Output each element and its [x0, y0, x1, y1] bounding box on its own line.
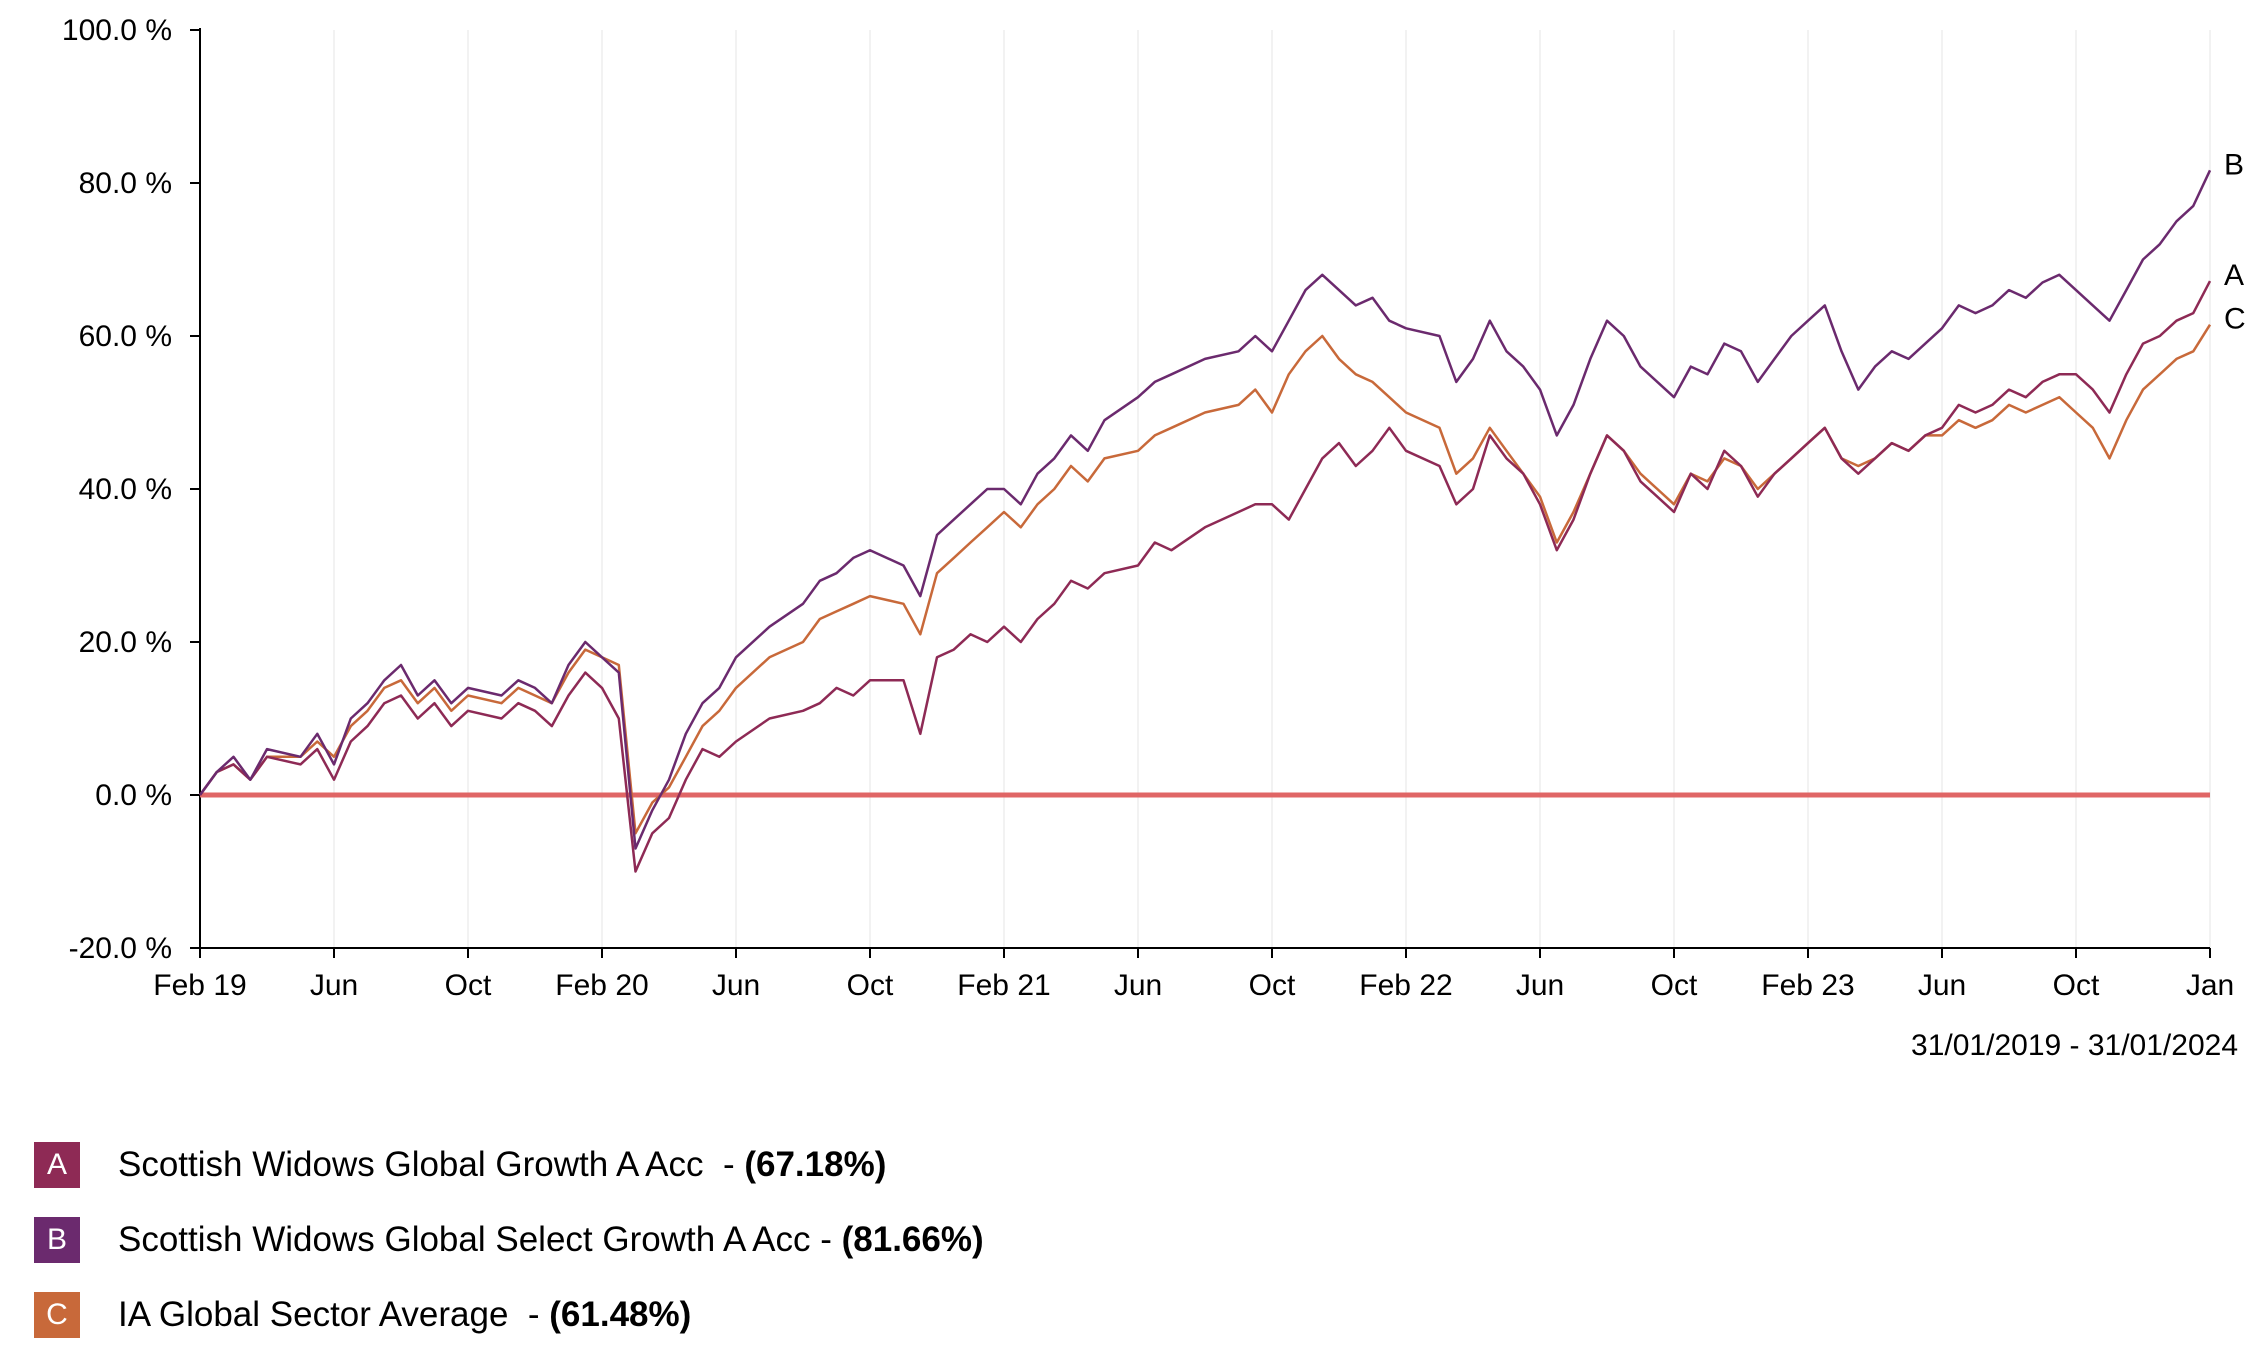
- x-tick-label: Feb 20: [555, 969, 648, 1002]
- x-tick-label: Oct: [2053, 969, 2100, 1002]
- legend-badge-a: A: [34, 1142, 80, 1188]
- legend-item-c: C IA Global Sector Average - (61.48%): [34, 1290, 984, 1340]
- y-tick-label: 40.0 %: [79, 473, 172, 506]
- legend-separator-a: -: [703, 1145, 745, 1184]
- y-tick-label: 80.0 %: [79, 167, 172, 200]
- x-tick-label: Oct: [445, 969, 492, 1002]
- legend-separator-b: -: [810, 1220, 842, 1259]
- x-tick-label: Jun: [1516, 969, 1564, 1002]
- x-tick-label: Feb 19: [153, 969, 246, 1002]
- legend-value-c: (61.48%): [549, 1295, 692, 1334]
- legend-item-b: B Scottish Widows Global Select Growth A…: [34, 1215, 984, 1265]
- legend-separator-c: -: [508, 1295, 550, 1334]
- x-tick-label: Jun: [1114, 969, 1162, 1002]
- y-tick-label: 0.0 %: [95, 779, 172, 812]
- x-tick-label: Oct: [1249, 969, 1296, 1002]
- date-range: 31/01/2019 - 31/01/2024: [1911, 1029, 2238, 1062]
- x-tick-label: Jun: [712, 969, 760, 1002]
- x-tick-label: Jun: [310, 969, 358, 1002]
- legend-label-c: IA Global Sector Average: [118, 1295, 509, 1334]
- x-axis-ticks: Feb 19 Jun Oct Feb 20 Jun Oct Feb 21 Jun Oct Feb …: [153, 948, 2234, 1002]
- legend-badge-c: C: [34, 1292, 80, 1338]
- series-line-a: [198, 280, 2212, 873]
- y-axis-ticks: 100.0 % 80.0 % 60.0 % 40.0 % 20.0 % 0.0 % -20.…: [62, 14, 200, 965]
- series-end-label-a: A: [2224, 259, 2244, 292]
- series-line-c: [198, 324, 2212, 835]
- x-tick-label: Oct: [847, 969, 894, 1002]
- series-line-b: [198, 169, 2212, 850]
- x-tick-label: Feb 23: [1761, 969, 1854, 1002]
- legend-label-b: Scottish Widows Global Select Growth A A…: [118, 1220, 811, 1259]
- x-tick-label: Feb 21: [957, 969, 1050, 1002]
- legend-value-b: (81.66%): [841, 1220, 984, 1259]
- x-tick-label: Jun: [1918, 969, 1966, 1002]
- y-tick-label: -20.0 %: [69, 932, 172, 965]
- x-tick-label: Feb 22: [1359, 969, 1452, 1002]
- y-tick-label: 100.0 %: [62, 14, 172, 47]
- legend-badge-b: B: [34, 1217, 80, 1263]
- series-end-label-b: B: [2224, 148, 2244, 181]
- legend: A Scottish Widows Global Growth A Acc - …: [34, 1140, 984, 1365]
- x-tick-label: Jan: [2186, 969, 2234, 1002]
- series-end-label-c: C: [2224, 303, 2246, 336]
- legend-value-a: (67.18%): [744, 1145, 887, 1184]
- x-tick-label: Oct: [1651, 969, 1698, 1002]
- legend-item-a: A Scottish Widows Global Growth A Acc - …: [34, 1140, 984, 1190]
- y-tick-label: 20.0 %: [79, 626, 172, 659]
- legend-label-a: Scottish Widows Global Growth A Acc: [118, 1145, 704, 1184]
- y-tick-label: 60.0 %: [79, 320, 172, 353]
- series-group: A B C: [198, 148, 2246, 873]
- chart-svg: 100.0 % 80.0 % 60.0 % 40.0 % 20.0 % 0.0 % -20.…: [62, 14, 2246, 1062]
- gridlines: [333, 30, 2211, 948]
